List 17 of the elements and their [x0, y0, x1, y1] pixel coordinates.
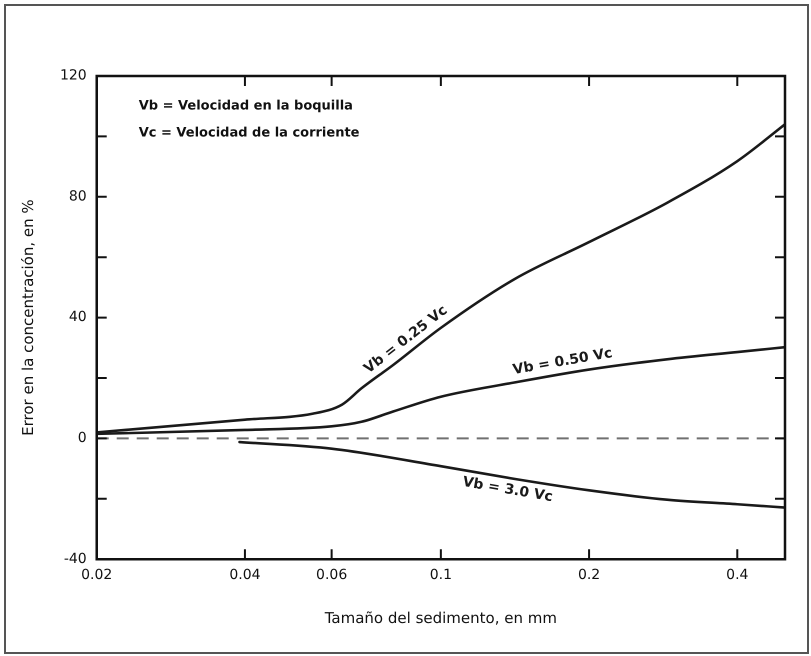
y-tick-label: 80 [68, 188, 87, 204]
y-tick-label: 40 [68, 309, 87, 326]
x-tick-label: 0.1 [430, 567, 452, 584]
y-tick-label: 0 [78, 430, 87, 446]
x-tick-label: 0.4 [726, 567, 749, 584]
annotation: Vc = Velocidad de la corriente [138, 125, 360, 140]
x-axis-title: Tamaño del sedimento, en mm [324, 608, 557, 627]
y-axis-title: Error en la concentración, en % [18, 199, 37, 436]
text: Vb = 0.50 Vc [512, 345, 614, 378]
annotation: Vb = Velocidad en la boquilla [138, 98, 353, 114]
x-tick-label: 0.2 [578, 567, 600, 584]
x-tick-label: 0.06 [316, 567, 348, 584]
x-tick-label: 0.04 [229, 567, 261, 584]
text: Vb = 3.0 Vc [461, 474, 554, 506]
y-tick-label: 120 [60, 68, 87, 84]
x-tick-label: 0.02 [81, 567, 112, 584]
y-tick-label: -40 [64, 550, 87, 567]
